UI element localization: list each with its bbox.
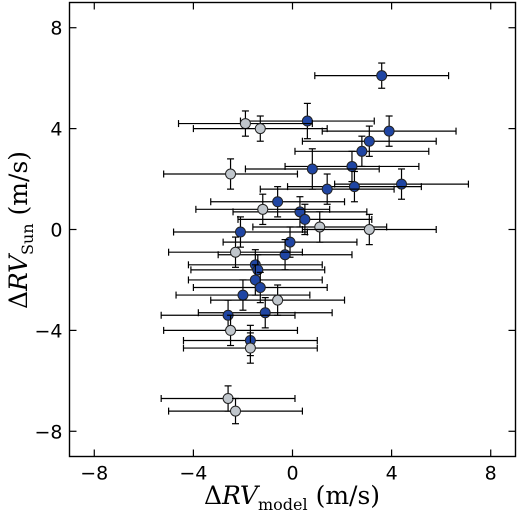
data-point-group <box>192 115 328 142</box>
x-tick-label: 0 <box>286 463 298 485</box>
data-point-group <box>210 186 346 218</box>
data-point <box>301 115 313 127</box>
y-tick-label: −4 <box>34 320 62 342</box>
data-point <box>259 307 271 319</box>
data-point <box>363 135 375 147</box>
x-axis-label: ΔRVmodel (m/s) <box>204 481 380 514</box>
axis-ticks: −8 −4 0 4 8 −8 −4 0 4 8 <box>34 2 516 485</box>
data-point-group <box>168 397 304 425</box>
x-tick-label: 8 <box>485 463 497 485</box>
data-point <box>252 264 264 276</box>
y-tick-label: −8 <box>34 421 62 443</box>
data-point <box>321 183 333 195</box>
data-point <box>257 203 269 215</box>
data-point-group <box>301 213 437 246</box>
data-point <box>356 145 368 157</box>
y-tick-label: 4 <box>50 119 62 141</box>
data-point-group <box>259 173 395 205</box>
data-point <box>230 246 242 258</box>
data-point-group <box>197 297 333 329</box>
data-point <box>396 178 408 190</box>
data-point <box>237 289 249 301</box>
data-point <box>272 196 284 208</box>
data-point-group <box>192 271 328 304</box>
data-point <box>254 123 266 135</box>
data-point <box>346 160 358 172</box>
data-point-group <box>301 125 437 157</box>
x-tick-label: 4 <box>386 463 398 485</box>
data-point-group <box>232 196 368 228</box>
data-point-group <box>172 216 308 248</box>
data-point-group <box>177 110 313 137</box>
data-point-group <box>244 148 380 190</box>
data-point <box>348 181 360 193</box>
data-point <box>279 249 291 261</box>
data-point <box>306 163 318 175</box>
data-point <box>284 236 296 248</box>
data-point-group <box>168 236 304 268</box>
data-point <box>222 392 234 404</box>
data-point <box>272 294 284 306</box>
data-point <box>383 125 395 137</box>
data-point <box>234 226 246 238</box>
data-point <box>244 342 256 354</box>
data-point-group <box>314 62 450 89</box>
data-point <box>363 224 375 235</box>
data-point <box>230 405 242 417</box>
data-point-group <box>187 264 323 296</box>
y-tick-label: 0 <box>50 220 62 242</box>
data-point <box>225 168 237 180</box>
data-point <box>254 282 266 294</box>
x-tick-label: −8 <box>80 463 108 485</box>
data-point <box>239 118 251 130</box>
data-point <box>225 324 237 336</box>
data-point <box>299 213 311 225</box>
x-tick-label: −4 <box>179 463 207 485</box>
data-point <box>376 70 388 82</box>
data-point-group <box>163 158 299 190</box>
data-point-group <box>284 150 420 183</box>
data-point <box>314 221 326 233</box>
plot-frame <box>68 1 517 458</box>
y-tick-label: 8 <box>50 18 62 40</box>
data-point-group <box>163 314 299 347</box>
data-point-group <box>195 193 331 226</box>
data-point-group <box>160 385 296 412</box>
data-point-group <box>175 279 311 311</box>
data-point-group <box>182 332 318 364</box>
y-axis-label: ΔRVSun (m/s) <box>4 151 37 309</box>
data-marks <box>160 62 470 425</box>
data-point-group <box>210 284 346 316</box>
